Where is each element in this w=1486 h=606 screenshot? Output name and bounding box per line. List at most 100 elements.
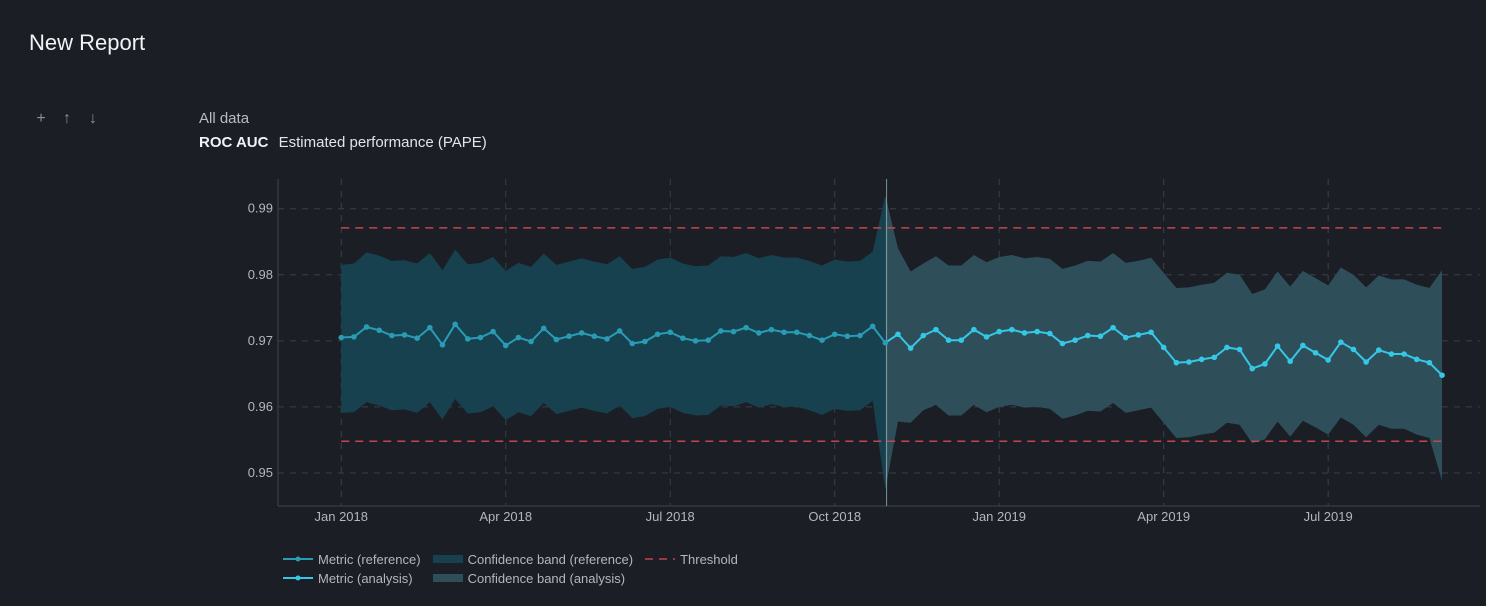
metric-reference-point xyxy=(705,337,711,343)
legend-metric-analysis-label: Metric (analysis) xyxy=(318,570,413,586)
x-tick-label: Apr 2019 xyxy=(1137,509,1190,524)
metric-reference-point xyxy=(401,332,408,338)
metric-analysis-point xyxy=(1439,372,1445,379)
metric-reference-point xyxy=(806,332,813,339)
y-tick-label: 0.99 xyxy=(248,201,273,216)
legend-threshold-swatch xyxy=(645,558,676,560)
metric-analysis-point xyxy=(1084,332,1091,339)
metric-reference-point xyxy=(857,332,863,339)
metric-reference-point xyxy=(819,337,825,343)
metric-analysis-point xyxy=(1160,344,1167,351)
x-tick-label: Jul 2018 xyxy=(646,509,695,524)
x-tick-label: Apr 2018 xyxy=(479,509,532,524)
x-tick-label: Jan 2018 xyxy=(315,509,369,524)
metric-analysis-point xyxy=(1274,343,1281,349)
section-toolbar: + ↑ ↓ xyxy=(33,110,101,128)
legend-band-reference-swatch xyxy=(432,555,463,563)
metric-reference-point xyxy=(730,328,737,335)
legend-threshold[interactable]: Threshold xyxy=(645,551,738,567)
metric-reference-point xyxy=(414,335,420,342)
metric-heading: ROC AUC Estimated performance (PAPE) xyxy=(199,134,487,151)
metric-analysis-point xyxy=(1072,337,1078,343)
metric-reference-point xyxy=(528,338,534,345)
metric-analysis-point xyxy=(907,345,914,351)
metric-reference-point xyxy=(718,328,724,334)
legend-metric-reference[interactable]: Metric (reference) xyxy=(283,551,421,567)
metric-analysis-point xyxy=(1426,359,1433,366)
section-label: All data xyxy=(199,110,250,127)
metric-analysis-point xyxy=(895,331,901,338)
metric-reference-point xyxy=(756,330,762,336)
metric-reference-point xyxy=(439,342,446,348)
metric-analysis-point xyxy=(945,337,952,343)
legend-band-reference[interactable]: Confidence band (reference) xyxy=(432,551,634,567)
metric-reference-point xyxy=(502,342,509,349)
metric-reference-point xyxy=(793,329,800,336)
metric-reference-point xyxy=(667,329,674,336)
metric-reference-point xyxy=(338,334,345,341)
confidence-band-analysis xyxy=(897,248,1443,481)
metric-reference-point xyxy=(642,338,648,345)
metric-analysis-point xyxy=(958,337,965,343)
metric-reference-point xyxy=(351,334,357,340)
metric-reference-point xyxy=(869,323,876,330)
y-tick-label: 0.95 xyxy=(248,465,273,480)
legend-band-analysis[interactable]: Confidence band (analysis) xyxy=(432,570,634,586)
x-tick-label: Jan 2019 xyxy=(972,509,1026,524)
metric-reference-point xyxy=(781,329,787,336)
metric-reference-point xyxy=(363,324,370,330)
metric-analysis-point xyxy=(983,334,990,340)
metric-reference-point xyxy=(654,331,661,338)
legend-metric-reference-swatch xyxy=(283,556,313,562)
metric-reference-point xyxy=(553,336,560,343)
metric-analysis-point xyxy=(1401,351,1407,357)
metric-reference-point xyxy=(692,338,699,344)
metric-analysis-point xyxy=(1186,359,1192,365)
x-tick-label: Jul 2019 xyxy=(1304,509,1353,524)
metric-analysis-point xyxy=(1325,357,1331,363)
metric-analysis-point xyxy=(1211,354,1218,361)
report-title: New Report xyxy=(29,30,146,55)
metric-analysis-point xyxy=(1363,359,1369,365)
metric-analysis-point xyxy=(1110,324,1116,331)
metric-analysis-point xyxy=(1173,359,1180,366)
metric-analysis-point xyxy=(1413,356,1420,363)
metric-reference-point xyxy=(680,335,686,342)
y-tick-label: 0.96 xyxy=(248,399,273,414)
metric-analysis-point xyxy=(1009,326,1015,333)
metric-analysis-point xyxy=(1097,333,1104,340)
metric-analysis-point xyxy=(933,326,939,333)
arrow-up-icon[interactable]: ↑ xyxy=(63,110,71,127)
chart-legend: Metric (reference) Confidence band (refe… xyxy=(283,551,738,586)
metric-reference-point xyxy=(578,330,585,336)
legend-metric-analysis[interactable]: Metric (analysis) xyxy=(283,570,421,586)
y-tick-label: 0.98 xyxy=(248,267,273,282)
metric-analysis-point xyxy=(920,332,927,339)
metric-reference-point xyxy=(490,328,496,335)
y-tick-label: 0.97 xyxy=(248,333,273,348)
metric-reference-point xyxy=(844,333,851,340)
plus-icon[interactable]: + xyxy=(36,110,46,127)
metric-analysis-point xyxy=(1338,339,1344,345)
metric-reference-point xyxy=(452,321,458,328)
metric-reference-point xyxy=(477,334,484,341)
metric-name: ROC AUC xyxy=(199,134,269,151)
metric-analysis-point xyxy=(1287,358,1294,365)
metric-reference-point xyxy=(540,325,547,332)
metric-analysis-point xyxy=(1262,361,1268,367)
metric-reference-point xyxy=(616,328,623,334)
metric-analysis-point xyxy=(1224,344,1230,351)
metric-reference-point xyxy=(591,333,598,340)
metric-reference-point xyxy=(882,340,889,346)
metric-reference-point xyxy=(427,324,433,331)
metric-analysis-point xyxy=(996,328,1002,335)
metric-reference-point xyxy=(566,333,572,340)
legend-band-reference-label: Confidence band (reference) xyxy=(467,551,634,567)
metric-analysis-point xyxy=(1034,328,1040,335)
metric-analysis-point xyxy=(1148,329,1154,336)
confidence-band-reference xyxy=(341,195,886,490)
arrow-down-icon[interactable]: ↓ xyxy=(89,110,97,127)
x-tick-label: Oct 2018 xyxy=(808,509,861,524)
legend-threshold-label: Threshold xyxy=(680,551,738,567)
metric-reference-point xyxy=(629,340,636,347)
